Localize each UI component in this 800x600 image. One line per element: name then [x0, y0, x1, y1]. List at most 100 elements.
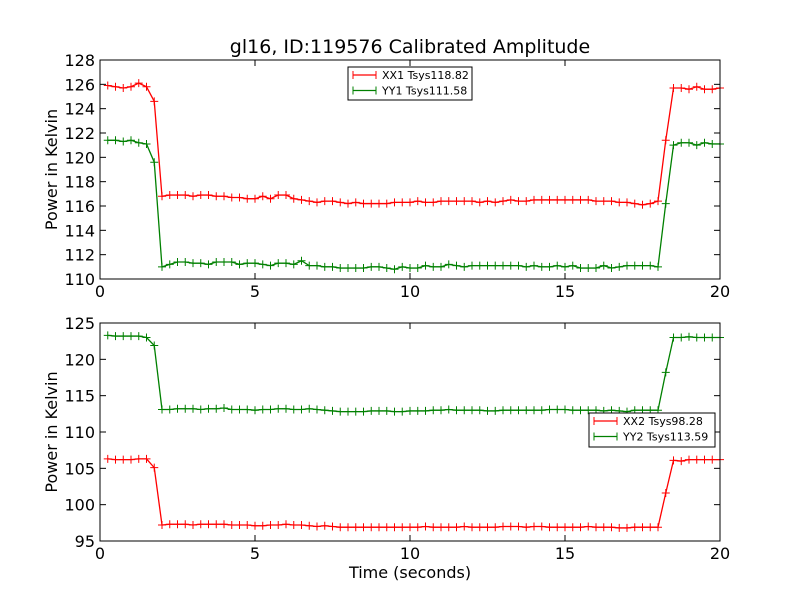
- data-point: [475, 523, 484, 532]
- bottom-legend: XX2 Tsys98.28 YY2 Tsys113.59: [588, 412, 716, 448]
- data-point: [336, 407, 345, 416]
- data-point: [460, 406, 469, 415]
- top-legend: XX1 Tsys118.82 YY1 Tsys111.58: [347, 66, 473, 101]
- data-point: [375, 523, 383, 532]
- data-point: [514, 522, 523, 531]
- data-point: [406, 264, 414, 273]
- y-tick-label: 114: [64, 221, 95, 240]
- data-point: [189, 192, 197, 201]
- data-point: [189, 259, 197, 268]
- data-point: [165, 520, 174, 529]
- series-line: [107, 139, 720, 270]
- data-point: [475, 406, 484, 415]
- data-point: [514, 197, 523, 206]
- data-point: [328, 522, 337, 531]
- data-point: [545, 195, 554, 204]
- data-point: [537, 195, 546, 204]
- legend-marker: [352, 71, 377, 79]
- data-point: [181, 404, 190, 413]
- data-point: [150, 463, 159, 472]
- data-point: [599, 523, 608, 532]
- data-point: [561, 195, 569, 204]
- data-point: [158, 192, 166, 201]
- data-point: [669, 141, 678, 150]
- data-point: [568, 523, 577, 532]
- data-point: [506, 406, 515, 415]
- data-point: [227, 521, 236, 530]
- data-point: [685, 455, 693, 464]
- data-point: [700, 138, 709, 147]
- legend-marker: [352, 86, 377, 95]
- data-point: [413, 523, 422, 532]
- data-point: [235, 405, 244, 414]
- data-point: [576, 406, 585, 415]
- data-point: [545, 523, 554, 532]
- data-point: [212, 257, 221, 266]
- data-point: [150, 97, 159, 106]
- data-point: [398, 262, 407, 271]
- data-point: [413, 406, 422, 415]
- data-point: [708, 455, 717, 464]
- data-point: [258, 521, 267, 530]
- data-point: [297, 256, 306, 265]
- data-point: [491, 523, 500, 532]
- data-point: [692, 333, 701, 342]
- data-point: [227, 405, 236, 414]
- data-point: [685, 138, 693, 147]
- data-point: [297, 195, 306, 204]
- data-point: [460, 197, 469, 206]
- data-point: [669, 456, 678, 465]
- data-point: [499, 261, 507, 270]
- data-point: [111, 455, 120, 464]
- y-tick-label: 125: [64, 314, 95, 333]
- data-point: [258, 192, 267, 201]
- data-point: [654, 197, 662, 206]
- data-point: [351, 198, 360, 207]
- data-point: [297, 521, 306, 530]
- y-tick-label: 122: [64, 124, 95, 143]
- data-point: [375, 262, 383, 271]
- data-point: [661, 136, 670, 145]
- data-point: [561, 405, 569, 414]
- data-point: [522, 523, 531, 532]
- data-point: [103, 81, 112, 90]
- data-point: [367, 199, 376, 208]
- data-point: [359, 199, 368, 208]
- data-point: [398, 523, 407, 532]
- data-point: [599, 261, 608, 270]
- data-point: [336, 198, 345, 207]
- data-point: [351, 407, 360, 416]
- data-point: [382, 523, 391, 532]
- data-point: [506, 195, 515, 204]
- data-point: [173, 404, 182, 413]
- bottom-panel: 0 5 10 15 20 95 100 105 110 115 120 125 Power in Ke…: [42, 314, 730, 582]
- data-point: [243, 405, 252, 414]
- data-point: [491, 261, 500, 270]
- data-point: [204, 191, 213, 200]
- series-yy: [103, 331, 724, 416]
- data-point: [150, 341, 159, 350]
- x-tick-label: 10: [400, 282, 420, 301]
- data-point: [142, 454, 151, 463]
- y-tick-label: 115: [64, 387, 95, 406]
- data-point: [111, 332, 120, 341]
- data-point: [584, 264, 593, 273]
- data-point: [305, 521, 314, 530]
- data-point: [677, 457, 686, 466]
- data-point: [576, 195, 585, 204]
- top-plot-frame: [99, 59, 721, 280]
- data-point: [220, 257, 228, 266]
- data-point: [452, 406, 461, 415]
- data-point: [499, 406, 507, 415]
- data-point: [320, 406, 329, 415]
- x-tick-label: 5: [250, 544, 260, 563]
- data-point: [506, 522, 515, 531]
- data-point: [390, 407, 399, 416]
- data-point: [700, 333, 709, 342]
- data-point: [227, 257, 236, 266]
- data-point: [212, 520, 221, 529]
- data-point: [421, 261, 430, 270]
- data-point: [638, 523, 647, 532]
- data-point: [677, 83, 686, 92]
- data-point: [429, 406, 438, 415]
